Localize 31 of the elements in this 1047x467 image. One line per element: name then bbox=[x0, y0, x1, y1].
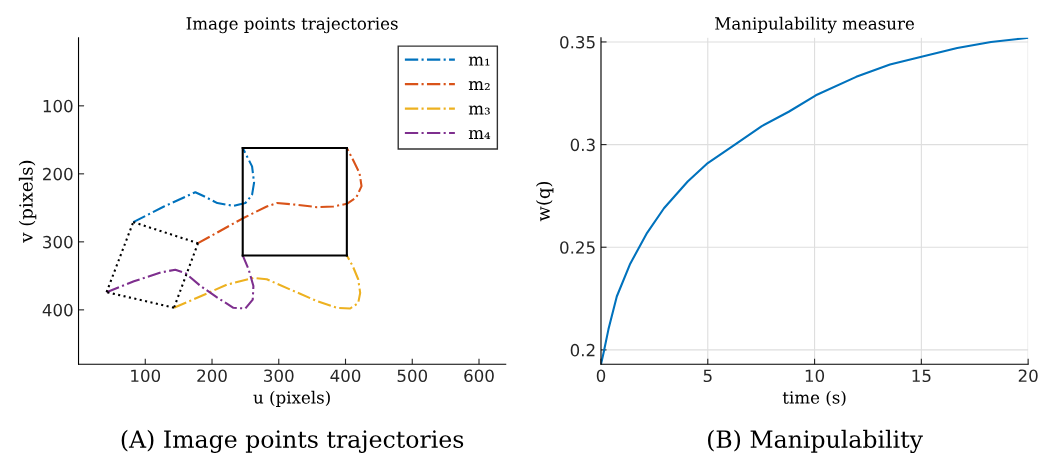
legend-label: m₂ bbox=[468, 81, 490, 91]
x-tick-label: 15 bbox=[912, 369, 931, 383]
x-axis-title: time (s) bbox=[782, 390, 846, 407]
x-tick-label: 5 bbox=[703, 369, 712, 383]
y-tick-label: 0.2 bbox=[570, 343, 595, 357]
text: (A) Image points trajectories bbox=[121, 429, 464, 453]
x-axis-title: u (pixels) bbox=[253, 390, 330, 407]
chart-title: Manipulability measure bbox=[715, 16, 914, 34]
y-tick-label: 100 bbox=[43, 99, 73, 113]
x-tick-label: 500 bbox=[397, 369, 428, 383]
legend-label: m₃ bbox=[468, 105, 490, 115]
legend-label: m₄ bbox=[468, 129, 491, 139]
y-tick-label: 0.3 bbox=[570, 138, 595, 152]
y-axis-title: w(q) bbox=[535, 181, 554, 222]
x-tick-label: 0 bbox=[596, 369, 606, 383]
y-tick-label: 0.25 bbox=[560, 241, 595, 254]
x-tick-label: 600 bbox=[464, 369, 494, 383]
x-tick-label: 400 bbox=[330, 369, 361, 383]
chart-title: Image points trajectories bbox=[186, 17, 398, 34]
x-tick-label: 200 bbox=[197, 369, 227, 383]
y-tick-label: 400 bbox=[42, 303, 73, 317]
text: (B) Manipulability bbox=[708, 429, 923, 453]
y-tick-label: 0.35 bbox=[560, 35, 595, 49]
x-tick-label: 100 bbox=[131, 369, 161, 383]
y-tick-label: 200 bbox=[43, 167, 73, 181]
x-tick-label: 10 bbox=[805, 369, 825, 383]
x-tick-label: 300 bbox=[264, 369, 294, 383]
y-tick-label: 300 bbox=[43, 235, 73, 249]
y-axis-title: v (pixels) bbox=[18, 160, 37, 243]
x-tick-label: 20 bbox=[1018, 369, 1038, 383]
legend-label: m₁ bbox=[468, 56, 490, 66]
